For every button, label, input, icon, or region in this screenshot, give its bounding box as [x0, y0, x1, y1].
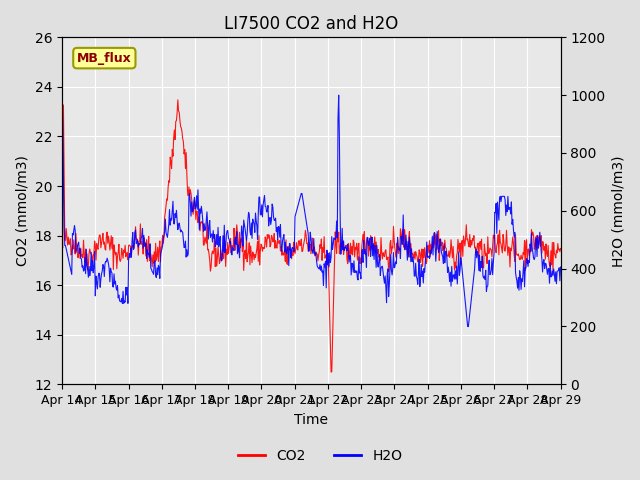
- Y-axis label: CO2 (mmol/m3): CO2 (mmol/m3): [15, 156, 29, 266]
- X-axis label: Time: Time: [294, 413, 328, 427]
- Text: MB_flux: MB_flux: [77, 52, 132, 65]
- Title: LI7500 CO2 and H2O: LI7500 CO2 and H2O: [224, 15, 399, 33]
- Legend: CO2, H2O: CO2, H2O: [232, 443, 408, 468]
- Y-axis label: H2O (mmol/m3): H2O (mmol/m3): [611, 155, 625, 266]
